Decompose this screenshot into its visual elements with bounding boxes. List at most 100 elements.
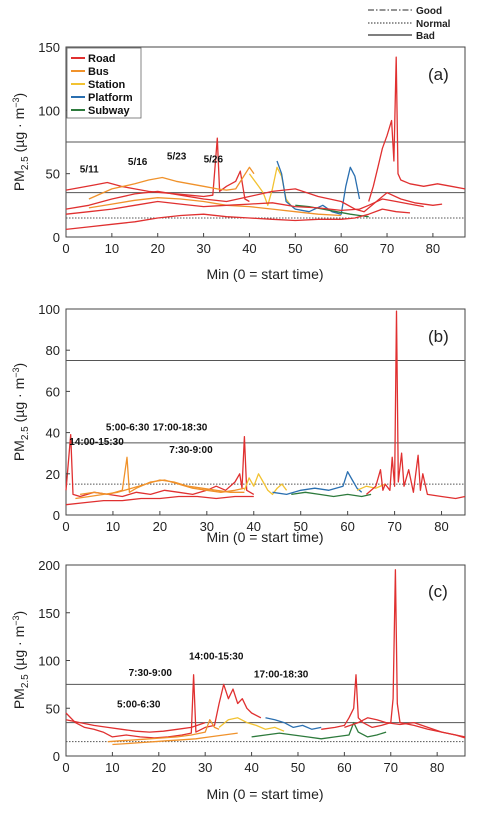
panel-a-annotation: 5/26 — [204, 154, 224, 165]
legend-good-label: Good — [416, 6, 442, 17]
panel-b-x-tick-label: 20 — [153, 519, 167, 534]
panel-b-series-road-3 — [65, 495, 254, 506]
panel-c-series — [65, 569, 466, 746]
legend-normal-label: Normal — [416, 19, 451, 30]
panel-b-x-tick-label: 10 — [106, 519, 120, 534]
panel-a-series-road-5 — [368, 56, 466, 202]
panel-c-x-tick-label: 10 — [105, 760, 119, 775]
panel-b-series-road-8 — [365, 310, 466, 500]
panel-a-x-tick-label: 60 — [334, 241, 348, 256]
panel-c-ylabel-exp: −3 — [11, 615, 21, 625]
panel-c-series-platform-5 — [265, 717, 322, 730]
panel-a-x-tick-label: 50 — [288, 241, 302, 256]
panel-c-x-ticks: 0 10 20 30 40 50 60 70 80 — [62, 752, 444, 775]
panel-c-x-tick-label: 50 — [291, 760, 305, 775]
panel-b: 0 10 20 30 40 50 60 70 80 0 20 40 60 80 100 14:00-15:… — [11, 302, 466, 545]
panel-a-y-tick-label: 150 — [38, 40, 60, 55]
panel-a-x-tick-label: 30 — [196, 241, 210, 256]
panel-c-x-tick-label: 20 — [152, 760, 166, 775]
panel-b-y-ticks: 0 20 40 60 80 100 — [38, 302, 70, 523]
panel-b-annotation: 5:00-6:30 — [106, 423, 150, 434]
panel-a-series — [65, 56, 466, 231]
panel-a-series-road-8 — [65, 198, 424, 215]
panel-a-annotations: 5/11 5/16 5/23 5/26 — [80, 152, 224, 176]
panel-c-tag: (c) — [428, 582, 448, 601]
panel-c-plot-frame — [65, 564, 466, 757]
panel-b-x-tick-label: 30 — [200, 519, 214, 534]
panel-a-ylabel-end: ) — [11, 93, 27, 98]
panel-a-series-bus-7 — [88, 197, 342, 217]
panel-c-series-bus-2 — [107, 719, 220, 743]
panel-c-annotation: 14:00-15:30 — [189, 652, 244, 663]
panel-c-y-ticks: 0 50 100 150 200 — [38, 558, 70, 764]
panel-b-annotations: 14:00-15:30 5:00-6:30 17:00-18:30 7:30-9:00 — [69, 423, 213, 457]
panel-b-series-subway-6 — [291, 491, 372, 498]
panel-c-y-axis-label: PM2.5 (µg · m−3) — [11, 611, 31, 709]
panel-a-x-tick-label: 20 — [150, 241, 164, 256]
panel-a-x-tick-label: 70 — [380, 241, 394, 256]
panel-b-series-station-7 — [356, 483, 386, 491]
panel-c-annotation: 5:00-6:30 — [117, 699, 161, 710]
panel-c-y-tick-label: 100 — [38, 654, 60, 669]
panel-b-x-axis-label: Min (0 = start time) — [206, 529, 323, 545]
panel-c-series-bus-3 — [112, 732, 238, 746]
legend-road-label: Road — [88, 53, 116, 65]
panel-a-ylabel-rest: (µg · m — [11, 108, 27, 157]
panel-b-y-axis-label: PM2.5 (µg · m−3) — [11, 363, 31, 461]
legend-platform-label: Platform — [88, 92, 133, 104]
panel-b-x-tick-label: 50 — [293, 519, 307, 534]
panel-a-series-road-0 — [65, 137, 250, 203]
legend-bus-label: Bus — [88, 66, 109, 78]
panel-a-y-tick-label: 100 — [38, 103, 60, 118]
panel-a-y-axis-label: PM2.5 (µg · m−3) — [11, 93, 31, 191]
panel-c-ylabel-end: ) — [11, 611, 27, 616]
panel-a-x-ticks: 0 10 20 30 40 50 60 70 80 — [62, 233, 440, 256]
panel-b-x-tick-label: 60 — [340, 519, 354, 534]
panel-a-annotation: 5/16 — [128, 157, 148, 168]
panel-c-x-tick-label: 0 — [62, 760, 69, 775]
panel-b-annotation: 7:30-9:00 — [169, 445, 213, 456]
legend-bad-label: Bad — [416, 31, 435, 42]
panel-c-x-tick-label: 60 — [337, 760, 351, 775]
panel-b-x-tick-label: 40 — [247, 519, 261, 534]
panel-b-series-bus-1 — [80, 456, 245, 496]
panel-b-y-tick-label: 20 — [46, 467, 60, 482]
panel-c-x-axis-label: Min (0 = start time) — [206, 786, 323, 802]
panel-b-ylabel-rest: (µg · m — [11, 378, 27, 427]
panel-c-series-road-1 — [65, 719, 206, 733]
panel-c-ylabel-main: PM — [11, 688, 27, 709]
panel-a-y-ticks: 0 50 100 150 — [38, 40, 70, 245]
panel-b-ylabel-end: ) — [11, 363, 27, 368]
panel-c-x-tick-label: 30 — [198, 760, 212, 775]
panel-c-x-tick-label: 70 — [384, 760, 398, 775]
panel-a-y-tick-label: 0 — [53, 230, 60, 245]
panel-c-threshold-lines — [66, 683, 465, 743]
panel-b-y-tick-label: 40 — [46, 426, 60, 441]
panel-c-series-road-8 — [344, 717, 466, 739]
panel-b-series-station-4 — [243, 473, 288, 496]
panel-a-series-station-2 — [248, 166, 296, 210]
panel-b-y-tick-label: 100 — [38, 302, 60, 317]
panel-c-y-tick-label: 150 — [38, 606, 60, 621]
panel-b-ylabel-sub: 2.5 — [20, 426, 31, 440]
panel-a-x-tick-label: 0 — [62, 241, 69, 256]
panel-b-ylabel-exp: −3 — [11, 367, 21, 377]
panel-c-annotation: 17:00-18:30 — [254, 670, 309, 681]
panel-c-annotation: 7:30-9:00 — [129, 668, 173, 679]
panel-a-ylabel-main: PM — [11, 170, 27, 191]
panel-b-x-tick-label: 0 — [62, 519, 69, 534]
panel-a-x-tick-label: 40 — [242, 241, 256, 256]
series-legend: Road Bus Station Platform Subway — [66, 47, 142, 119]
panel-b-annotation: 17:00-18:30 — [153, 423, 208, 434]
legend-subway-label: Subway — [88, 105, 130, 117]
panel-a-ylabel-sub: 2.5 — [20, 156, 31, 170]
panel-c-y-tick-label: 200 — [38, 558, 60, 573]
panel-a-tag: (a) — [428, 65, 449, 84]
panel-b-x-tick-label: 80 — [434, 519, 448, 534]
panel-b-series-bus-2 — [75, 479, 245, 500]
panel-a-y-tick-label: 50 — [46, 167, 60, 182]
panel-a-series-subway-4 — [295, 204, 369, 218]
panel-b-plot-frame — [65, 308, 466, 516]
reference-legend: Good Normal Bad — [368, 6, 451, 42]
